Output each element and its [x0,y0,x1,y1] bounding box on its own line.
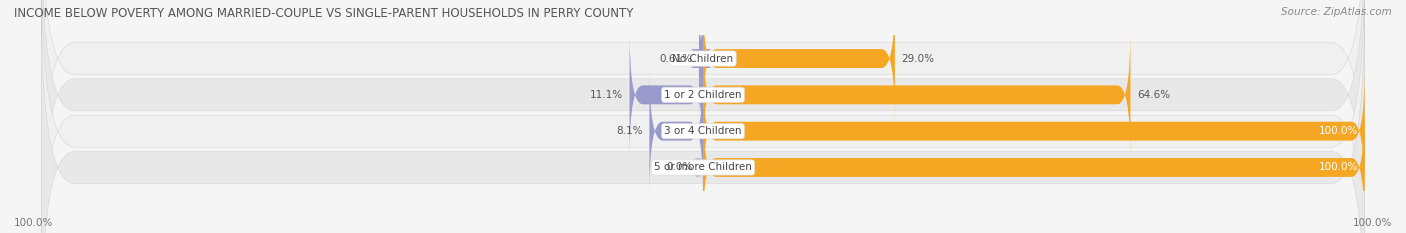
FancyBboxPatch shape [703,32,1130,158]
Text: 29.0%: 29.0% [901,54,935,64]
FancyBboxPatch shape [41,0,1365,233]
Text: 100.0%: 100.0% [1353,218,1392,228]
Text: 0.61%: 0.61% [659,54,692,64]
Text: 100.0%: 100.0% [1319,126,1358,136]
FancyBboxPatch shape [693,158,703,177]
Text: 8.1%: 8.1% [616,126,643,136]
Text: INCOME BELOW POVERTY AMONG MARRIED-COUPLE VS SINGLE-PARENT HOUSEHOLDS IN PERRY C: INCOME BELOW POVERTY AMONG MARRIED-COUPL… [14,7,634,20]
FancyBboxPatch shape [703,104,1365,231]
Text: 3 or 4 Children: 3 or 4 Children [664,126,742,136]
Text: 5 or more Children: 5 or more Children [654,162,752,172]
Text: 100.0%: 100.0% [14,218,53,228]
Text: No Children: No Children [672,54,734,64]
FancyBboxPatch shape [703,68,1365,194]
Text: 0.0%: 0.0% [666,162,693,172]
FancyBboxPatch shape [41,0,1365,224]
Text: 100.0%: 100.0% [1319,162,1358,172]
Text: 64.6%: 64.6% [1137,90,1170,100]
FancyBboxPatch shape [41,0,1365,233]
FancyBboxPatch shape [650,68,703,194]
FancyBboxPatch shape [630,32,703,158]
FancyBboxPatch shape [690,0,713,122]
FancyBboxPatch shape [703,0,894,122]
Text: 1 or 2 Children: 1 or 2 Children [664,90,742,100]
Text: 11.1%: 11.1% [589,90,623,100]
FancyBboxPatch shape [41,2,1365,233]
Text: Source: ZipAtlas.com: Source: ZipAtlas.com [1281,7,1392,17]
